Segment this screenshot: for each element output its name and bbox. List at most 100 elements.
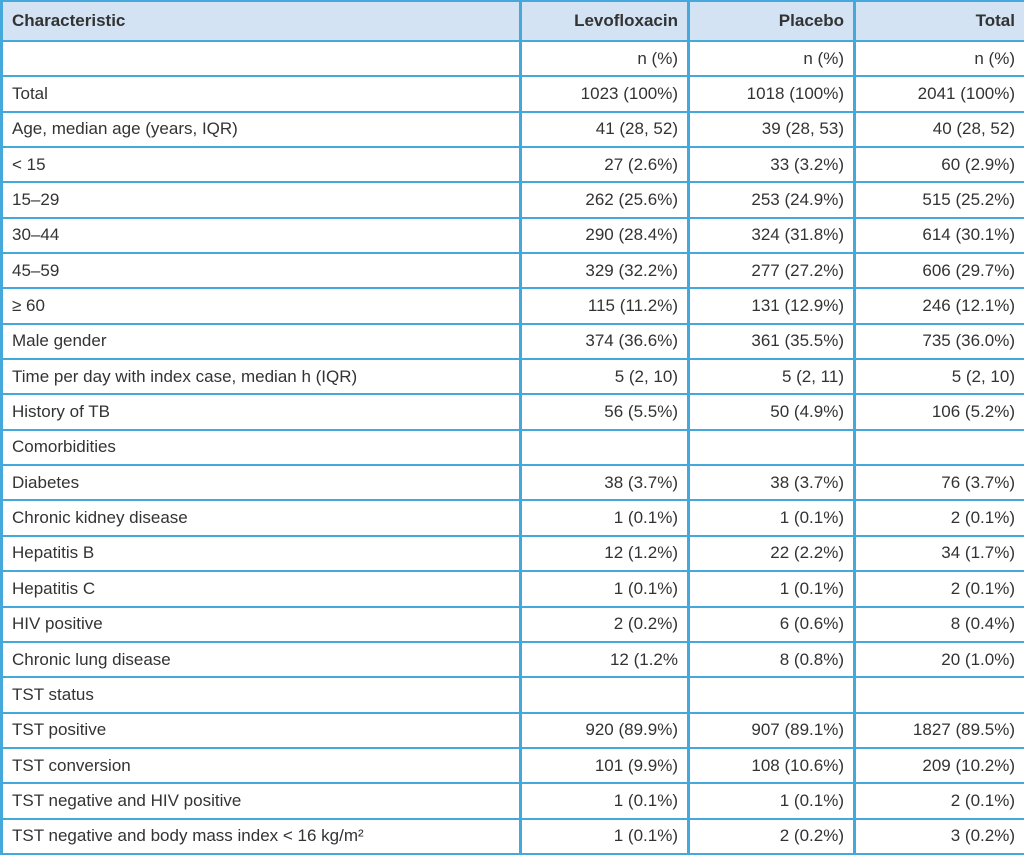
row-label: 45–59 bbox=[0, 252, 522, 290]
placebo-value: 1 (0.1%) bbox=[687, 499, 856, 537]
row-label: TST status bbox=[0, 676, 522, 714]
subheader-placebo: n (%) bbox=[687, 39, 856, 78]
placebo-value: 8 (0.8%) bbox=[687, 640, 856, 679]
table-row: Chronic kidney disease 1 (0.1%) 1 (0.1%)… bbox=[0, 499, 1024, 537]
row-label: Comorbidities bbox=[0, 428, 522, 467]
table-header: Characteristic Levofloxacin Placebo Tota… bbox=[0, 0, 1024, 42]
subheader-total: n (%) bbox=[853, 39, 1024, 78]
table-row: ≥ 60 115 (11.2%) 131 (12.9%) 246 (12.1%) bbox=[0, 287, 1024, 325]
placebo-value: 6 (0.6%) bbox=[687, 605, 856, 643]
row-label: Chronic kidney disease bbox=[0, 499, 522, 537]
row-label: TST negative and body mass index < 16 kg… bbox=[0, 817, 522, 855]
placebo-value: 39 (28, 53) bbox=[687, 110, 856, 149]
table-row: Male gender 374 (36.6%) 361 (35.5%) 735 … bbox=[0, 322, 1024, 361]
table-row: 15–29 262 (25.6%) 253 (24.9%) 515 (25.2%… bbox=[0, 181, 1024, 219]
levofloxacin-value: 41 (28, 52) bbox=[519, 110, 690, 149]
header-placebo: Placebo bbox=[687, 0, 856, 42]
table-row: Hepatitis B 12 (1.2%) 22 (2.2%) 34 (1.7%… bbox=[0, 534, 1024, 573]
levofloxacin-value: 262 (25.6%) bbox=[519, 181, 690, 219]
placebo-value: 361 (35.5%) bbox=[687, 322, 856, 361]
total-value bbox=[853, 676, 1024, 714]
levofloxacin-value: 27 (2.6%) bbox=[519, 146, 690, 184]
table-row: TST positive 920 (89.9%) 907 (89.1%) 182… bbox=[0, 711, 1024, 749]
placebo-value: 5 (2, 11) bbox=[687, 358, 856, 396]
table-row: 30–44 290 (28.4%) 324 (31.8%) 614 (30.1%… bbox=[0, 216, 1024, 255]
row-label: Hepatitis B bbox=[0, 534, 522, 573]
header-row: Characteristic Levofloxacin Placebo Tota… bbox=[0, 0, 1024, 42]
levofloxacin-value: 374 (36.6%) bbox=[519, 322, 690, 361]
levofloxacin-value: 1 (0.1%) bbox=[519, 570, 690, 608]
levofloxacin-value: 1 (0.1%) bbox=[519, 782, 690, 820]
placebo-value bbox=[687, 428, 856, 467]
total-value: 8 (0.4%) bbox=[853, 605, 1024, 643]
levofloxacin-value: 12 (1.2%) bbox=[519, 534, 690, 573]
total-value: 2 (0.1%) bbox=[853, 570, 1024, 608]
total-value: 515 (25.2%) bbox=[853, 181, 1024, 219]
row-label: 30–44 bbox=[0, 216, 522, 255]
total-value: 2 (0.1%) bbox=[853, 499, 1024, 537]
total-value: 2 (0.1%) bbox=[853, 782, 1024, 820]
table-row: Hepatitis C 1 (0.1%) 1 (0.1%) 2 (0.1%) bbox=[0, 570, 1024, 608]
levofloxacin-value: 115 (11.2%) bbox=[519, 287, 690, 325]
placebo-value: 38 (3.7%) bbox=[687, 464, 856, 502]
subheader-label bbox=[0, 39, 522, 78]
levofloxacin-value: 329 (32.2%) bbox=[519, 252, 690, 290]
row-label: TST conversion bbox=[0, 746, 522, 785]
placebo-value: 324 (31.8%) bbox=[687, 216, 856, 255]
table-row: TST conversion 101 (9.9%) 108 (10.6%) 20… bbox=[0, 746, 1024, 785]
levofloxacin-value bbox=[519, 676, 690, 714]
table-row: Age, median age (years, IQR) 41 (28, 52)… bbox=[0, 110, 1024, 149]
total-value: 1827 (89.5%) bbox=[853, 711, 1024, 749]
total-value: 76 (3.7%) bbox=[853, 464, 1024, 502]
placebo-value: 131 (12.9%) bbox=[687, 287, 856, 325]
row-label: HIV positive bbox=[0, 605, 522, 643]
table-row: HIV positive 2 (0.2%) 6 (0.6%) 8 (0.4%) bbox=[0, 605, 1024, 643]
placebo-value: 1018 (100%) bbox=[687, 75, 856, 113]
total-value: 60 (2.9%) bbox=[853, 146, 1024, 184]
levofloxacin-value: 101 (9.9%) bbox=[519, 746, 690, 785]
table-row: Total 1023 (100%) 1018 (100%) 2041 (100%… bbox=[0, 75, 1024, 113]
total-value: 2041 (100%) bbox=[853, 75, 1024, 113]
table-row: Diabetes 38 (3.7%) 38 (3.7%) 76 (3.7%) bbox=[0, 464, 1024, 502]
row-label: TST positive bbox=[0, 711, 522, 749]
placebo-value: 2 (0.2%) bbox=[687, 817, 856, 855]
subheader-levofloxacin: n (%) bbox=[519, 39, 690, 78]
total-value: 106 (5.2%) bbox=[853, 393, 1024, 431]
table-row: History of TB 56 (5.5%) 50 (4.9%) 106 (5… bbox=[0, 393, 1024, 431]
levofloxacin-value: 290 (28.4%) bbox=[519, 216, 690, 255]
row-label: Time per day with index case, median h (… bbox=[0, 358, 522, 396]
total-value: 246 (12.1%) bbox=[853, 287, 1024, 325]
total-value: 20 (1.0%) bbox=[853, 640, 1024, 679]
row-label: Male gender bbox=[0, 322, 522, 361]
total-value: 735 (36.0%) bbox=[853, 322, 1024, 361]
levofloxacin-value bbox=[519, 428, 690, 467]
placebo-value: 1 (0.1%) bbox=[687, 570, 856, 608]
table-row: 45–59 329 (32.2%) 277 (27.2%) 606 (29.7%… bbox=[0, 252, 1024, 290]
table-row: TST negative and HIV positive 1 (0.1%) 1… bbox=[0, 782, 1024, 820]
row-label: Age, median age (years, IQR) bbox=[0, 110, 522, 149]
levofloxacin-value: 920 (89.9%) bbox=[519, 711, 690, 749]
placebo-value: 50 (4.9%) bbox=[687, 393, 856, 431]
row-label: TST negative and HIV positive bbox=[0, 782, 522, 820]
total-value bbox=[853, 428, 1024, 467]
header-characteristic: Characteristic bbox=[0, 0, 522, 42]
row-label: Total bbox=[0, 75, 522, 113]
table-row: Comorbidities bbox=[0, 428, 1024, 467]
table-row: TST negative and body mass index < 16 kg… bbox=[0, 817, 1024, 855]
row-label: Diabetes bbox=[0, 464, 522, 502]
placebo-value: 907 (89.1%) bbox=[687, 711, 856, 749]
levofloxacin-value: 1 (0.1%) bbox=[519, 817, 690, 855]
row-label: 15–29 bbox=[0, 181, 522, 219]
row-label: < 15 bbox=[0, 146, 522, 184]
total-value: 34 (1.7%) bbox=[853, 534, 1024, 573]
table-row: < 15 27 (2.6%) 33 (3.2%) 60 (2.9%) bbox=[0, 146, 1024, 184]
placebo-value: 33 (3.2%) bbox=[687, 146, 856, 184]
total-value: 614 (30.1%) bbox=[853, 216, 1024, 255]
row-label: ≥ 60 bbox=[0, 287, 522, 325]
table-row: Chronic lung disease 12 (1.2% 8 (0.8%) 2… bbox=[0, 640, 1024, 679]
row-label: Hepatitis C bbox=[0, 570, 522, 608]
header-total: Total bbox=[853, 0, 1024, 42]
levofloxacin-value: 56 (5.5%) bbox=[519, 393, 690, 431]
row-label: History of TB bbox=[0, 393, 522, 431]
